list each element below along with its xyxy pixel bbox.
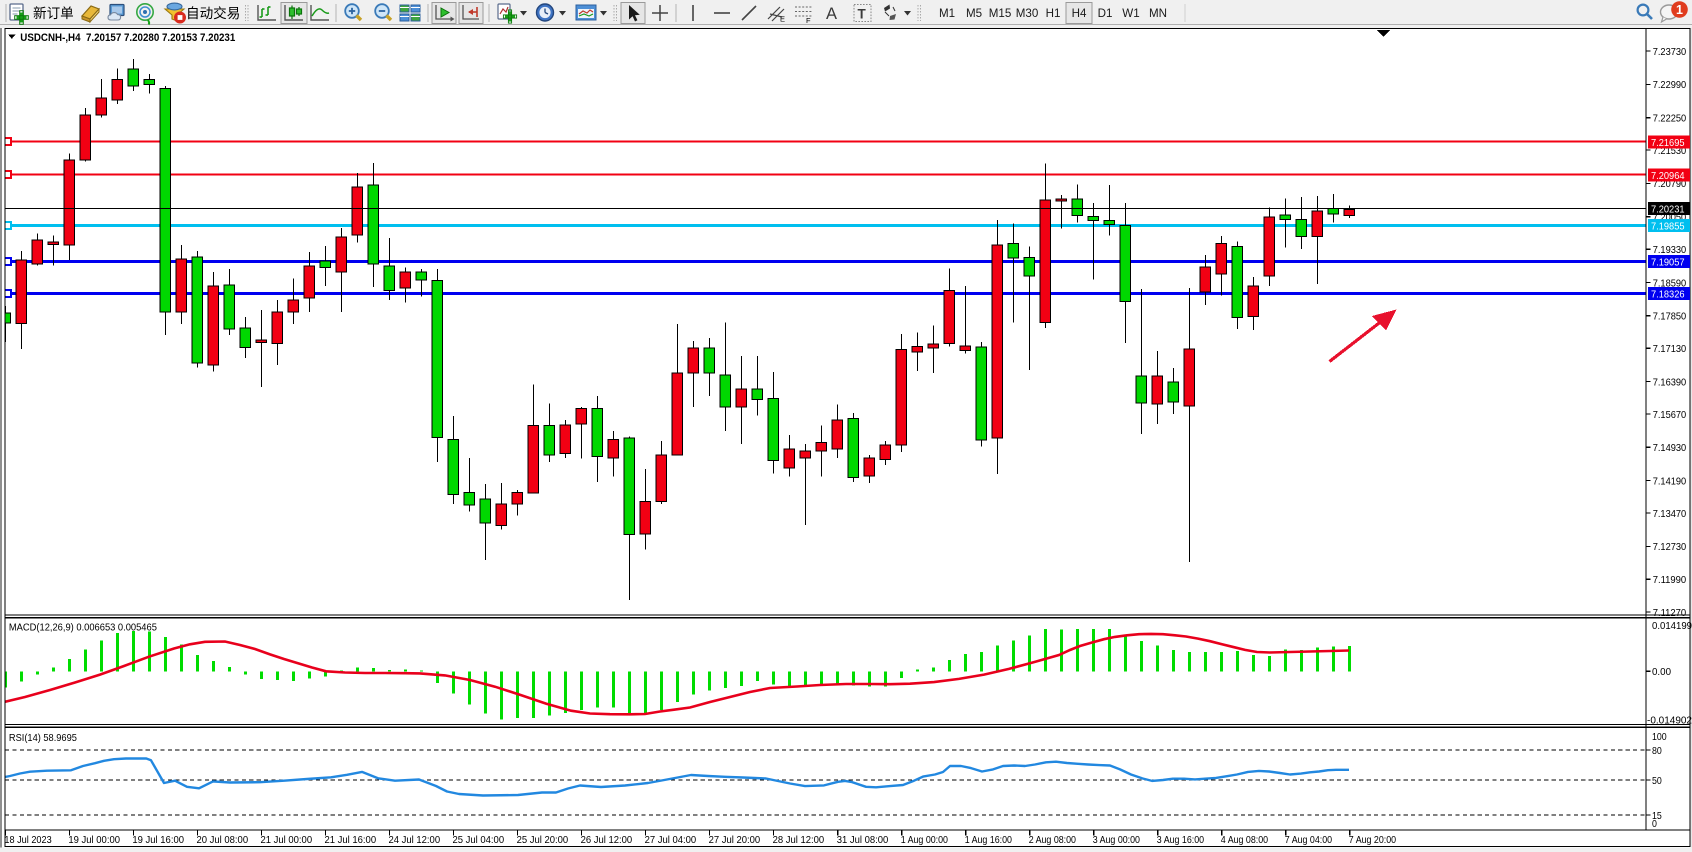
svg-text:21 Jul 00:00: 21 Jul 00:00 [261,835,313,846]
svg-text:7.21530: 7.21530 [1653,146,1687,157]
svg-text:21 Jul 16:00: 21 Jul 16:00 [325,835,377,846]
svg-text:7.20231: 7.20231 [1651,204,1685,215]
svg-text:25 Jul 20:00: 25 Jul 20:00 [517,835,569,846]
svg-text:E: E [780,15,785,24]
svg-text:7.15670: 7.15670 [1653,410,1687,421]
svg-text:T: T [858,7,867,22]
svg-text:M30: M30 [1016,7,1039,20]
svg-text:7.23730: 7.23730 [1653,47,1687,58]
svg-text:M15: M15 [989,7,1012,20]
svg-text:80: 80 [1652,746,1662,757]
svg-text:15: 15 [1652,811,1662,822]
svg-text:3 Aug 00:00: 3 Aug 00:00 [1093,835,1140,846]
svg-text:7.22990: 7.22990 [1653,80,1687,91]
svg-text:27 Jul 04:00: 27 Jul 04:00 [645,835,697,846]
svg-text:20 Jul 08:00: 20 Jul 08:00 [197,835,249,846]
svg-text:7.13470: 7.13470 [1653,509,1687,520]
svg-text:4 Aug 08:00: 4 Aug 08:00 [1221,835,1268,846]
svg-text:7.21695: 7.21695 [1651,138,1685,149]
svg-text:7.17850: 7.17850 [1653,312,1687,323]
svg-text:2 Aug 08:00: 2 Aug 08:00 [1029,835,1076,846]
svg-text:0.00: 0.00 [1652,667,1671,678]
svg-text:F: F [806,16,811,25]
svg-text:M1: M1 [939,7,955,20]
svg-text:MN: MN [1149,7,1167,20]
svg-text:-0.014902: -0.014902 [1647,716,1692,727]
svg-text:7.11990: 7.11990 [1653,575,1687,586]
svg-text:新订单: 新订单 [33,6,74,21]
svg-text:1 Aug 00:00: 1 Aug 00:00 [901,835,948,846]
svg-text:7.17130: 7.17130 [1653,344,1687,355]
svg-text:RSI(14) 58.9695: RSI(14) 58.9695 [9,733,77,744]
svg-text:7.12730: 7.12730 [1653,542,1687,553]
svg-text:31 Jul 08:00: 31 Jul 08:00 [837,835,889,846]
svg-text:100: 100 [1652,732,1667,743]
svg-text:1: 1 [1676,3,1683,17]
svg-text:MACD(12,26,9) 0.006653 0.00546: MACD(12,26,9) 0.006653 0.005465 [9,622,157,633]
svg-text:7.19330: 7.19330 [1653,245,1687,256]
svg-text:7.16390: 7.16390 [1653,377,1687,388]
svg-text:3 Aug 16:00: 3 Aug 16:00 [1157,835,1204,846]
svg-text:7.19057: 7.19057 [1651,257,1685,268]
svg-text:25 Jul 04:00: 25 Jul 04:00 [453,835,505,846]
svg-text:7.18590: 7.18590 [1653,278,1687,289]
svg-text:7.14930: 7.14930 [1653,443,1687,454]
svg-text:M5: M5 [966,7,982,20]
svg-text:28 Jul 12:00: 28 Jul 12:00 [773,835,825,846]
svg-text:自动交易: 自动交易 [186,5,240,21]
svg-text:H4: H4 [1072,7,1087,20]
svg-text:W1: W1 [1122,7,1139,20]
svg-text:A: A [826,5,837,23]
svg-text:27 Jul 20:00: 27 Jul 20:00 [709,835,761,846]
svg-text:18 Jul 2023: 18 Jul 2023 [4,835,51,846]
svg-text:7.19855: 7.19855 [1651,221,1685,232]
svg-text:7.20050: 7.20050 [1653,213,1687,224]
svg-text:7 Aug 20:00: 7 Aug 20:00 [1349,835,1396,846]
svg-text:7.18326: 7.18326 [1651,289,1685,300]
svg-text:7.22250: 7.22250 [1653,114,1687,125]
svg-text:19 Jul 16:00: 19 Jul 16:00 [132,835,184,846]
svg-text:0: 0 [1652,819,1657,830]
svg-text:7.11270: 7.11270 [1653,608,1687,619]
svg-text:7.20790: 7.20790 [1653,179,1687,190]
svg-text:7 Aug 04:00: 7 Aug 04:00 [1285,835,1332,846]
svg-text:7.14190: 7.14190 [1653,476,1687,487]
svg-text:USDCNH-,H4 7.20157 7.20280 7.: USDCNH-,H4 7.20157 7.20280 7.20153 7.202… [20,32,235,44]
svg-text:1 Aug 16:00: 1 Aug 16:00 [965,835,1012,846]
svg-text:H1: H1 [1046,7,1061,20]
svg-text:26 Jul 12:00: 26 Jul 12:00 [581,835,633,846]
svg-text:7.20964: 7.20964 [1651,171,1685,182]
svg-text:0.014199: 0.014199 [1652,621,1692,632]
svg-text:50: 50 [1652,776,1662,787]
svg-text:24 Jul 12:00: 24 Jul 12:00 [389,835,441,846]
svg-text:19 Jul 00:00: 19 Jul 00:00 [68,835,120,846]
svg-text:D1: D1 [1098,7,1113,20]
